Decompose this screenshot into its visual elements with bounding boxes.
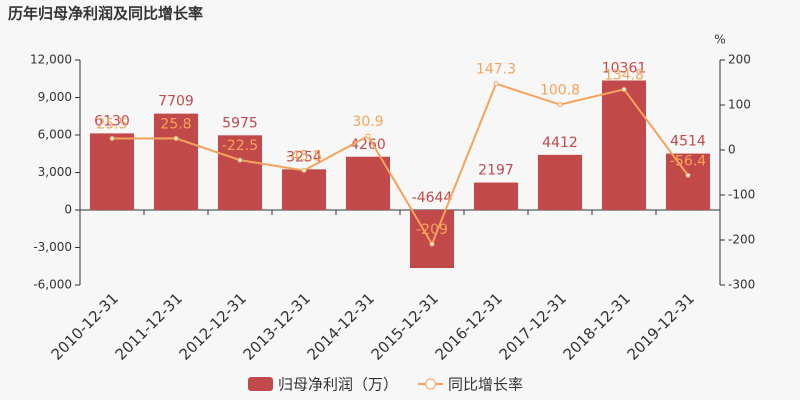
bar — [602, 80, 646, 210]
y-tick-label: 12,000 — [30, 53, 72, 67]
x-tick-label: 2016-12-31 — [432, 289, 506, 363]
legend-label: 归母净利润（万） — [278, 376, 398, 394]
bar — [154, 113, 198, 210]
legend-swatch — [248, 377, 273, 391]
x-tick-label: 2011-12-31 — [112, 289, 186, 363]
line-value-label: -209 — [416, 222, 448, 238]
line-value-label: 25.8 — [160, 116, 191, 132]
line-value-label: 147.3 — [476, 62, 516, 78]
bar — [666, 153, 710, 210]
chart-title: 历年归母净利润及同比增长率 — [8, 5, 203, 23]
bar-value-label: 7709 — [158, 94, 194, 110]
bar — [538, 154, 582, 210]
x-tick-label: 2014-12-31 — [304, 289, 378, 363]
bar-value-label: 2197 — [478, 163, 514, 179]
bar-value-label: 4260 — [350, 137, 386, 153]
bar-value-label: 10361 — [602, 60, 647, 76]
y-tick-label: 6,000 — [38, 128, 72, 142]
line-value-label: -45.5 — [286, 148, 322, 164]
bar — [90, 133, 134, 210]
line-point — [173, 135, 179, 141]
line-value-label: 25.5 — [96, 117, 127, 133]
y2-tick-label: 100 — [728, 98, 751, 112]
x-tick-label: 2015-12-31 — [368, 289, 442, 363]
bar-value-label: 4514 — [670, 134, 706, 150]
y-tick-label: 3,000 — [38, 165, 72, 179]
line-point — [237, 157, 243, 163]
line-point — [365, 133, 371, 139]
x-tick-label: 2018-12-31 — [560, 289, 634, 363]
bar — [474, 182, 518, 210]
y-tick-label: -6,000 — [33, 278, 72, 292]
line — [111, 82, 689, 247]
y-tick-label: -3,000 — [33, 240, 72, 254]
x-tick-label: 2013-12-31 — [240, 289, 314, 363]
y2-tick-label: -100 — [728, 188, 755, 202]
bar-value-label: 5975 — [222, 115, 258, 131]
y2-tick-label: 200 — [728, 53, 751, 67]
bar — [346, 156, 390, 210]
bar-value-label: 4412 — [542, 135, 578, 151]
line-point — [621, 86, 627, 92]
line-value-label: 100.8 — [540, 83, 580, 99]
x-tick-label: 2010-12-31 — [48, 289, 122, 363]
legend-swatch — [425, 378, 437, 390]
line-point — [557, 102, 563, 108]
bar-value-label: -4644 — [412, 190, 453, 206]
line-point — [493, 81, 499, 87]
bar — [218, 135, 262, 210]
line-point — [301, 167, 307, 173]
line-point — [429, 241, 435, 247]
line-value-label: -56.4 — [670, 153, 706, 169]
y2-unit: % — [714, 33, 725, 47]
y2-tick-label: 0 — [728, 143, 736, 157]
x-tick-label: 2017-12-31 — [496, 289, 570, 363]
legend-label: 同比增长率 — [448, 376, 523, 394]
line-value-label: -22.5 — [222, 138, 258, 154]
x-tick-label: 2012-12-31 — [176, 289, 250, 363]
x-tick-label: 2019-12-31 — [624, 289, 698, 363]
bar — [282, 169, 326, 210]
line-point — [685, 172, 691, 178]
y-tick-label: 9,000 — [38, 90, 72, 104]
line-value-label: 30.9 — [352, 114, 383, 130]
y2-tick-label: -200 — [728, 233, 755, 247]
bar-value-label: 3254 — [286, 149, 322, 165]
line-value-label: 134.8 — [604, 67, 644, 83]
bar-value-label: 6130 — [94, 113, 130, 129]
y2-tick-label: -300 — [728, 278, 755, 292]
y-tick-label: 0 — [64, 203, 72, 217]
line-point — [109, 136, 115, 142]
